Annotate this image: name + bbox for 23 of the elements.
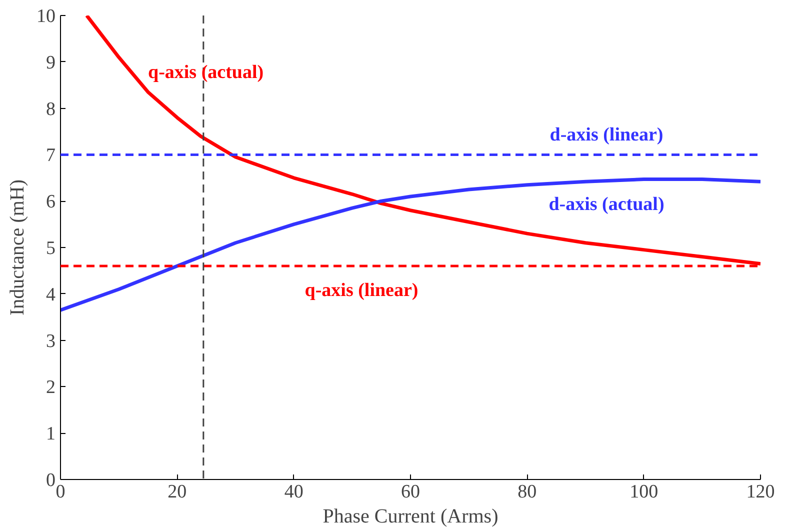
x-tick-label: 80 — [518, 482, 537, 502]
y-tick-label: 8 — [46, 98, 56, 120]
y-tick-label: 5 — [46, 238, 56, 259]
y-tick-label: 4 — [46, 284, 56, 306]
x-axis-title: Phase Current (Arms) — [322, 506, 498, 528]
x-tick-label: 20 — [168, 482, 187, 502]
x-tick-label: 40 — [284, 482, 304, 502]
ref-line-label: d-axis (linear) — [550, 124, 664, 146]
y-tick-label: 7 — [46, 145, 56, 166]
y-tick-label: 1 — [46, 424, 56, 445]
x-tick-label: 100 — [630, 482, 658, 502]
y-tick-label: 10 — [36, 6, 56, 27]
y-axis-title: Inductance (mH) — [6, 179, 28, 316]
y-tick-label: 9 — [46, 52, 56, 74]
y-tick-label: 6 — [46, 192, 56, 213]
x-tick-label: 60 — [401, 482, 420, 502]
line-series — [60, 178, 760, 312]
y-tick-label: 2 — [46, 377, 56, 398]
x-tick-label: 120 — [746, 482, 775, 502]
ref-line-label: q-axis (linear) — [304, 280, 418, 301]
series-label: q-axis (actual) — [148, 62, 264, 83]
series-label: d-axis (actual) — [548, 194, 664, 216]
y-tick-label: 3 — [46, 330, 56, 352]
